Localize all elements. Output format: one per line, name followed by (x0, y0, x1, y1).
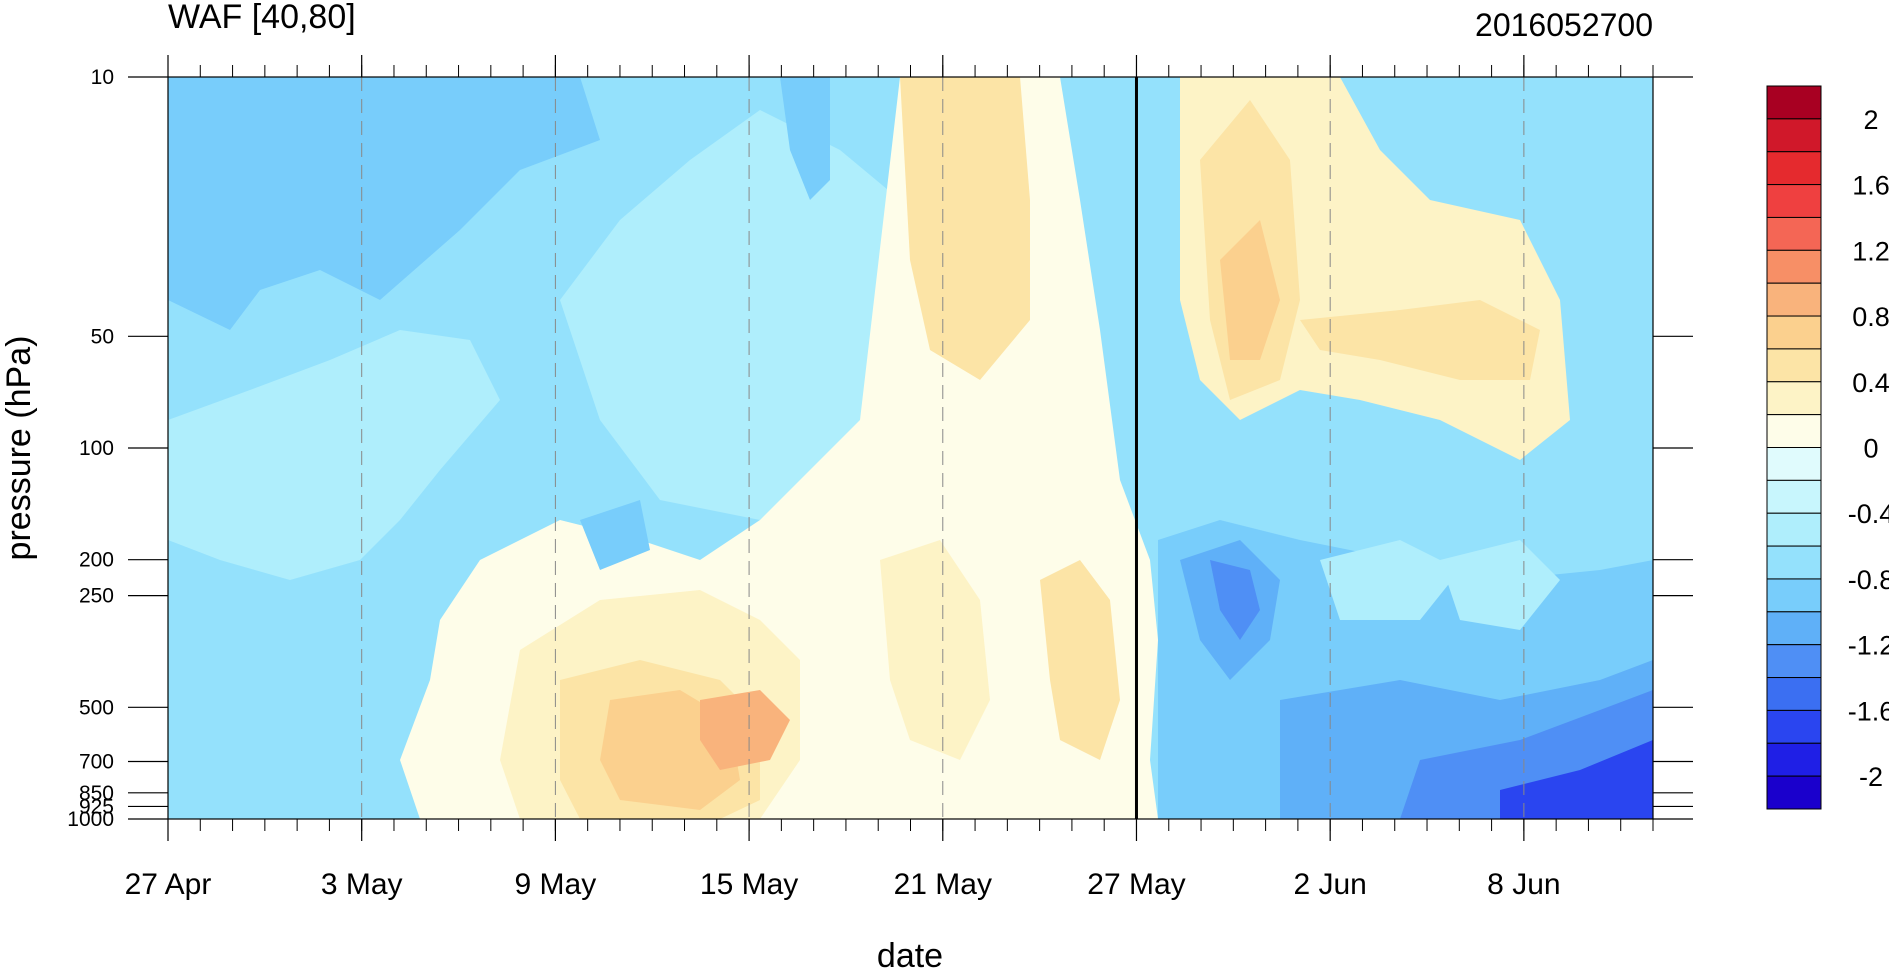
contour-region (1500, 740, 1653, 819)
colorbar-swatch (1766, 348, 1822, 383)
colorbar-swatch (1766, 315, 1822, 350)
colorbar-swatch (1766, 578, 1822, 613)
colorbar-swatch (1766, 184, 1822, 218)
x-tick-label: 27 Apr (125, 868, 212, 901)
colorbar-label: -1.2 (1848, 631, 1889, 661)
x-tick-label: 21 May (894, 868, 992, 901)
colorbar-swatch (1766, 709, 1822, 744)
colorbar-labels: 2 1.6 1.2 0.8 0.4 0 -0.4 -0.8 -1.2 -1.6 -2 (1848, 105, 1889, 792)
y-tick-label: 500 (79, 696, 114, 719)
colorbar-swatch (1766, 611, 1822, 646)
x-tick-label: 8 Jun (1487, 868, 1560, 901)
contour-region (1220, 220, 1280, 360)
y-tick-label: 850 (79, 782, 114, 805)
y-tick-label: 100 (79, 437, 114, 460)
colorbar-swatch (1766, 414, 1822, 448)
colorbar-swatch (1766, 282, 1822, 317)
colorbar-swatch (1766, 118, 1822, 153)
colorbar-swatch (1766, 249, 1822, 284)
y-tick-label: 10 (91, 66, 114, 89)
x-axis-ticks: 27 Apr 3 May 9 May 15 May 21 May 27 May 2 Jun 8… (125, 55, 1561, 901)
contour-field (168, 77, 1653, 819)
colorbar-label: -0.8 (1848, 565, 1889, 595)
colorbar-label: 1.2 (1852, 236, 1889, 266)
colorbar-swatch (1766, 775, 1822, 810)
colorbar-swatch (1766, 512, 1822, 547)
contour-region (1300, 300, 1540, 380)
colorbar-swatch (1766, 447, 1822, 481)
contour-region (900, 77, 1030, 380)
contour-region (1440, 540, 1560, 630)
y-tick-label: 1000 (67, 808, 114, 831)
contour-region (580, 500, 650, 570)
colorbar-swatch (1766, 644, 1822, 679)
colorbar-swatch (1766, 151, 1822, 186)
colorbar-label: -2 (1859, 762, 1883, 792)
contour-region (168, 330, 500, 580)
colorbar-swatch (1766, 677, 1822, 711)
colorbar-swatch (1766, 381, 1822, 416)
colorbar-swatch (1766, 479, 1822, 514)
y-tick-label: 50 (91, 325, 114, 348)
x-tick-label: 3 May (321, 868, 403, 901)
contour-region (700, 690, 790, 770)
colorbar-label: -0.4 (1848, 499, 1889, 529)
contour-region (780, 77, 830, 200)
colorbar-label: 1.6 (1852, 171, 1889, 201)
colorbar-label: 0.8 (1852, 302, 1889, 332)
contour-region (1040, 560, 1120, 760)
x-tick-label: 9 May (515, 868, 597, 901)
contour-region (1320, 540, 1460, 620)
colorbar-swatch (1766, 85, 1822, 120)
colorbar-label: -1.6 (1848, 696, 1889, 726)
colorbar-label: 2 (1863, 105, 1878, 135)
contour-region (540, 77, 580, 120)
y-axis-label: pressure (hPa) (0, 336, 38, 561)
x-axis-label: date (877, 937, 943, 968)
colorbar-swatch (1766, 216, 1822, 251)
y-tick-label: 200 (79, 549, 114, 572)
x-tick-label: 15 May (700, 868, 798, 901)
contour-region (880, 540, 990, 760)
y-tick-label: 700 (79, 751, 114, 774)
colorbar (1766, 85, 1822, 810)
chart-title: WAF [40,80] (168, 0, 356, 36)
x-tick-label: 27 May (1087, 868, 1185, 901)
y-tick-label: 925 (79, 795, 114, 818)
contour-region (1210, 560, 1260, 640)
y-tick-label: 250 (79, 585, 114, 608)
colorbar-swatch (1766, 742, 1822, 777)
colorbar-swatch (1766, 545, 1822, 580)
contour-region (168, 77, 600, 330)
colorbar-label: 0 (1863, 434, 1878, 464)
colorbar-label: 0.4 (1852, 368, 1889, 398)
x-tick-label: 2 Jun (1293, 868, 1366, 901)
contour-region (560, 110, 960, 520)
date-stamp: 2016052700 (1475, 7, 1653, 43)
